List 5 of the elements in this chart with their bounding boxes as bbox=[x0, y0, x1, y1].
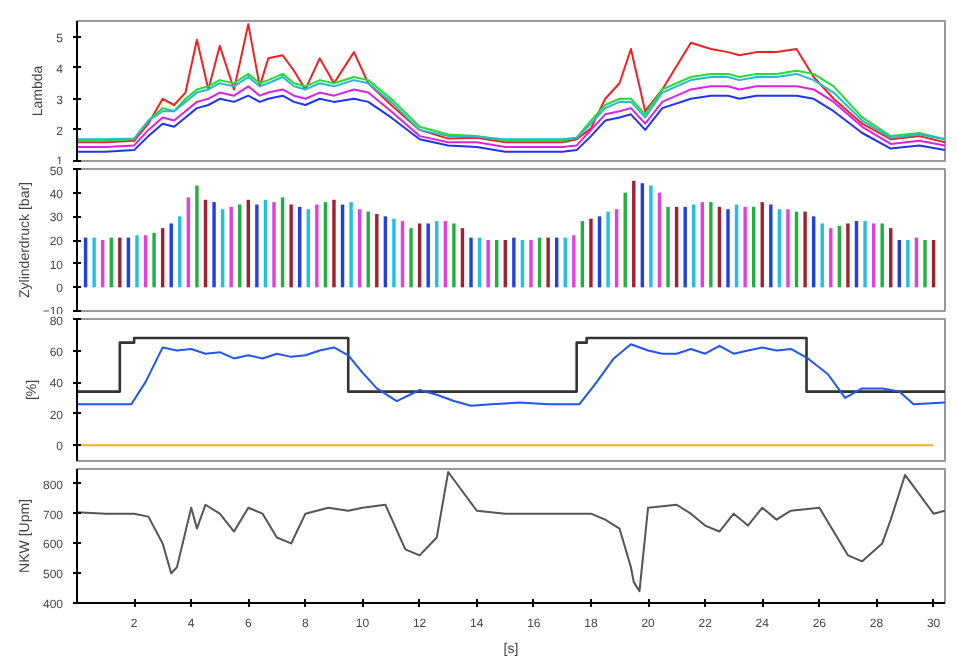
line-series bbox=[77, 23, 945, 144]
line-series bbox=[77, 85, 945, 148]
line-series bbox=[77, 343, 945, 407]
line-series bbox=[77, 94, 945, 153]
line-series bbox=[77, 470, 945, 593]
